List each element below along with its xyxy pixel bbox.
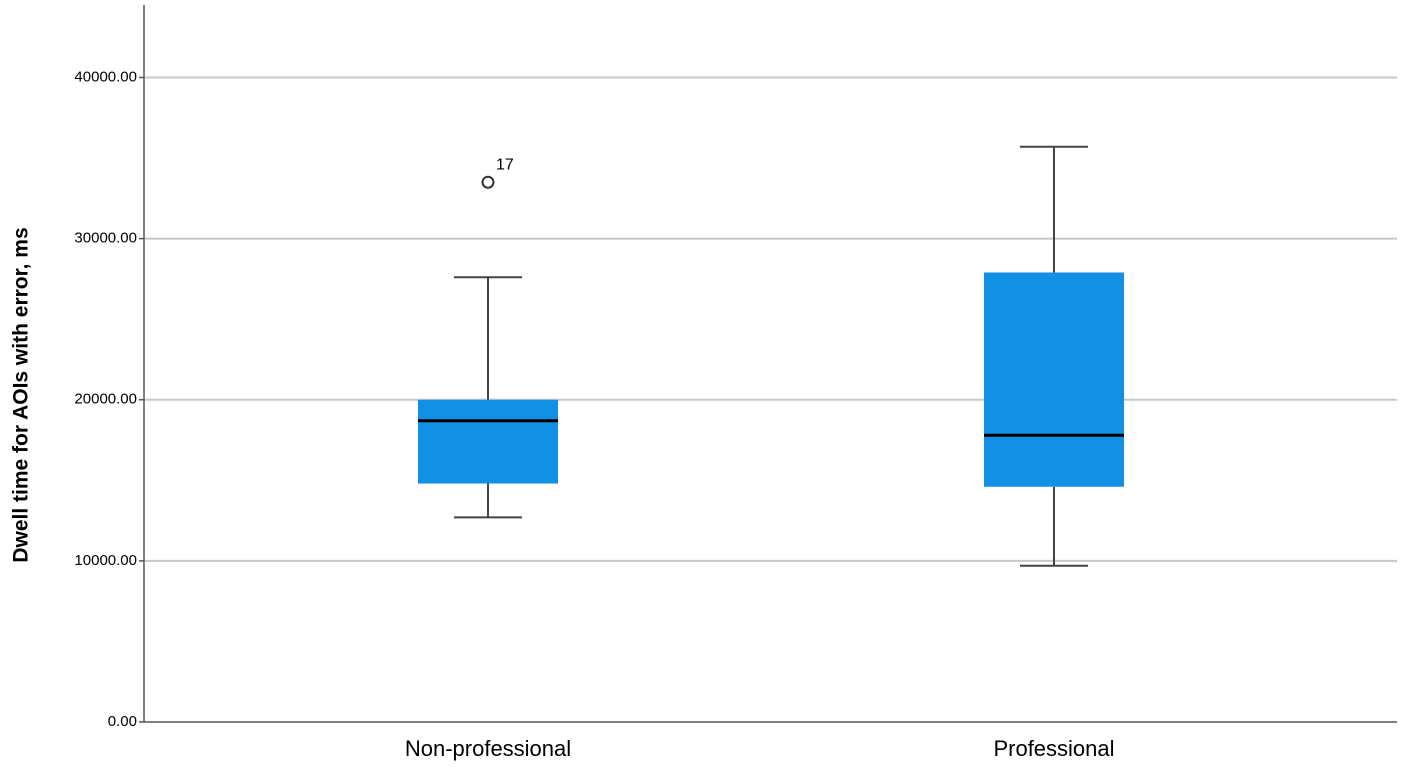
y-tick-label: 20000.00 [74,391,137,408]
x-tick-label: Non-professional [405,736,571,761]
x-tick-label: Professional [993,736,1114,761]
box [984,272,1124,487]
outlier-label: 17 [496,156,514,173]
y-tick-label: 10000.00 [74,552,137,569]
y-tick-label: 30000.00 [74,230,137,247]
y-tick-label: 0.00 [108,713,137,730]
y-axis-label: Dwell time for AOIs with error, ms [10,227,33,562]
y-tick-label: 40000.00 [74,68,137,85]
outlier [481,175,495,189]
box [418,399,558,484]
